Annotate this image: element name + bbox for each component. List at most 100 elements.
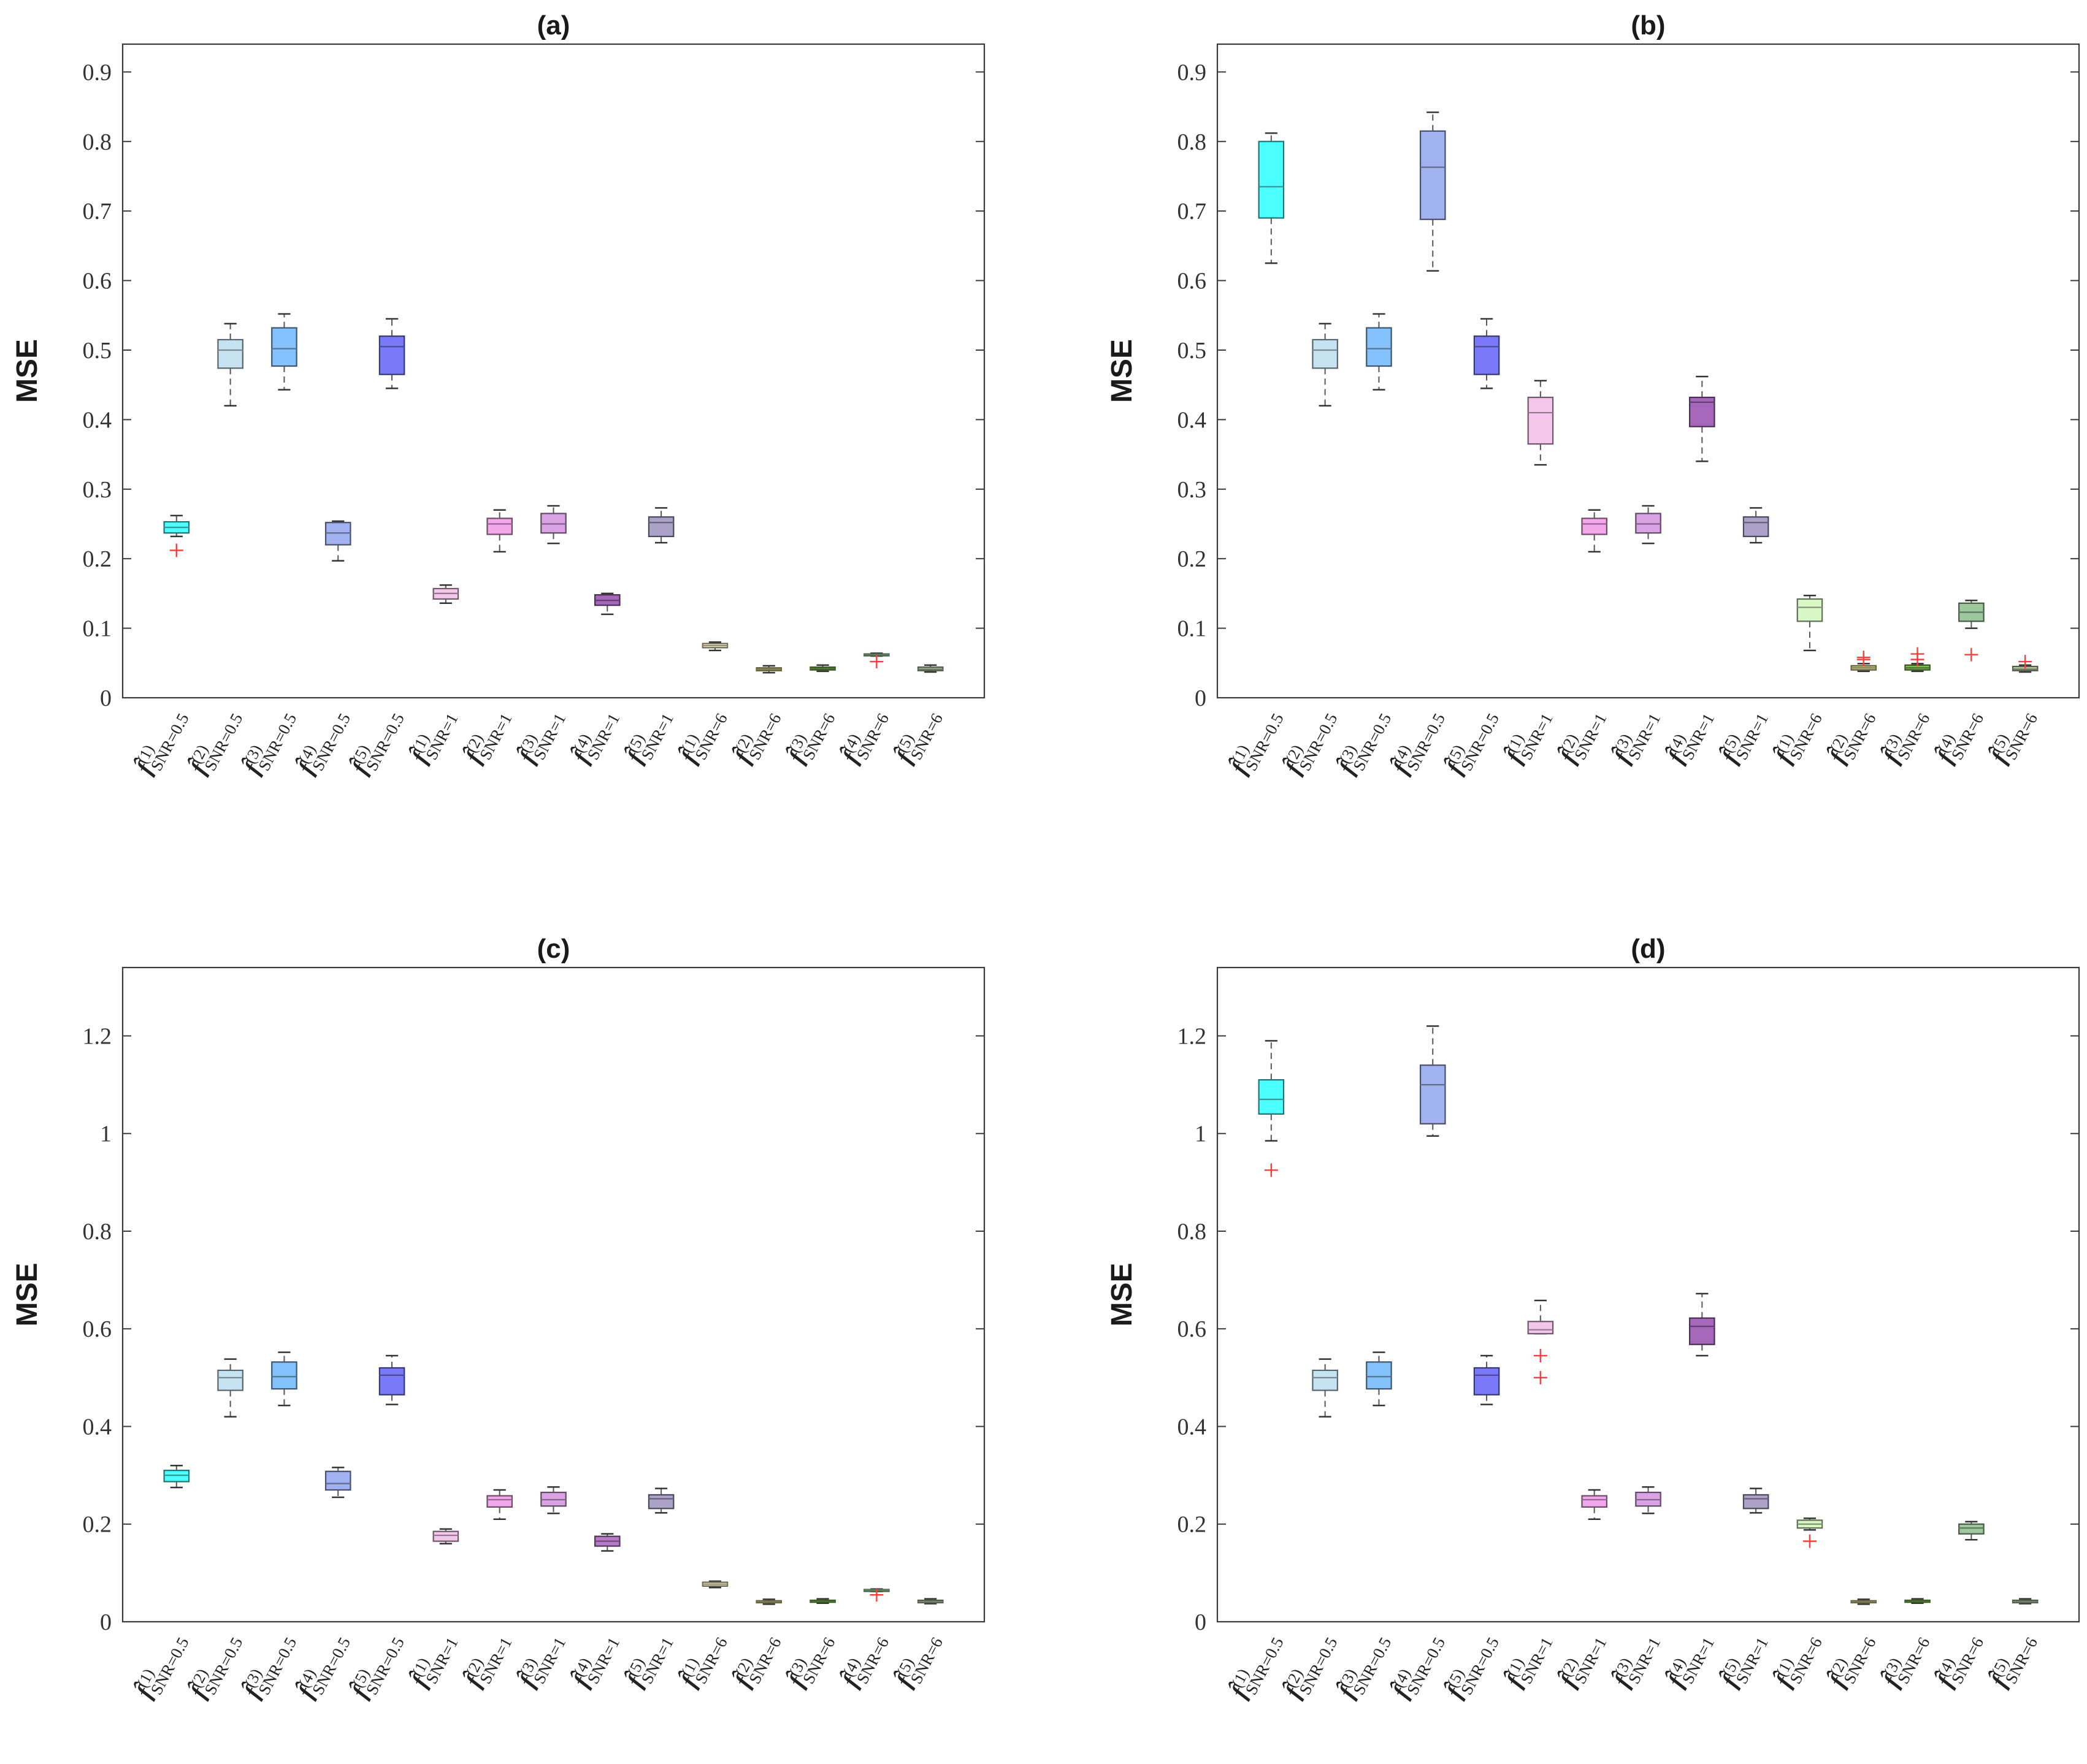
y-tick-label: 0.6 <box>1178 1316 1207 1342</box>
outlier-marker <box>2018 655 2032 669</box>
y-tick-label: 0.4 <box>1178 1414 1207 1440</box>
iqr-box <box>648 516 675 538</box>
box-3 <box>271 1351 297 1407</box>
panel-a: (a) MSE 0 0.1 0.2 0.3 0.4 0.5 0.6 0.7 0.8 0.9 f̂(1)S… <box>11 10 986 781</box>
x-tick-label: f̂(1)SNR=1 <box>1499 1627 1557 1694</box>
y-tick-label: 0.6 <box>1178 269 1207 294</box>
box-14 <box>1958 599 1985 662</box>
iqr-box <box>163 1470 190 1483</box>
y-tick-label: 0.3 <box>1178 477 1207 503</box>
iqr-box <box>271 327 297 367</box>
y-tick-label: 0.1 <box>1178 616 1207 642</box>
x-tick-label: f̂(5)SNR=0.5 <box>1440 1627 1503 1705</box>
box-10 <box>648 1487 675 1514</box>
iqr-box <box>1742 1494 1769 1510</box>
x-tick-label: f̂(5)SNR=6 <box>1984 1627 2041 1694</box>
iqr-box <box>1366 1361 1392 1390</box>
x-tick-label: f̂(1)SNR=1 <box>405 703 462 770</box>
x-tick-label: f̂(4)SNR=6 <box>1930 1627 1987 1694</box>
y-tick-label: 0.5 <box>83 338 112 364</box>
y-tick-label: 0 <box>1195 1609 1206 1635</box>
x-tick-label: f̂(2)SNR=0.5 <box>183 703 246 781</box>
y-tick-label: 1 <box>100 1121 112 1147</box>
iqr-box <box>1366 327 1392 367</box>
x-tick-label: f̂(1)SNR=6 <box>674 1627 731 1694</box>
box-6 <box>432 584 459 605</box>
x-tick-label: f̂(4)SNR=0.5 <box>1386 1627 1449 1705</box>
box-10 <box>1742 507 1769 544</box>
outlier-marker <box>870 1588 884 1602</box>
box-10 <box>648 507 675 544</box>
box-11 <box>702 1580 729 1589</box>
outlier-marker <box>1533 1349 1547 1363</box>
outlier-marker <box>1533 1370 1547 1384</box>
x-tick-label: f̂(3)SNR=6 <box>1877 1627 1934 1694</box>
box-14 <box>864 652 890 669</box>
x-tick-label: f̂(3)SNR=0.5 <box>237 1627 300 1705</box>
y-tick-label: 0.5 <box>1178 338 1207 364</box>
y-tick-label: 0.6 <box>83 1316 112 1342</box>
x-tick-label: f̂(2)SNR=1 <box>1553 1627 1610 1694</box>
y-tick-label: 0.4 <box>1178 407 1207 433</box>
outlier-marker <box>1964 647 1978 662</box>
outlier-marker <box>1264 1163 1278 1177</box>
box-6 <box>432 1528 459 1544</box>
x-tick-label: f̂(5)SNR=6 <box>889 703 946 770</box>
box-7 <box>486 1489 513 1521</box>
box-12 <box>1850 1598 1877 1605</box>
y-tick-label: 0.7 <box>83 199 112 224</box>
x-tick-label: f̂(2)SNR=1 <box>459 1627 516 1694</box>
iqr-box <box>1689 1317 1715 1345</box>
box-6 <box>1527 380 1554 466</box>
iqr-box <box>1473 1367 1500 1396</box>
y-tick-label: 0.8 <box>83 129 112 155</box>
axes-frame <box>1216 966 2080 1623</box>
box-1 <box>163 514 190 557</box>
box-5 <box>1473 1354 1500 1405</box>
axes-frame <box>121 966 986 1623</box>
box-9 <box>594 592 621 616</box>
x-tick-label: f̂(3)SNR=1 <box>1607 1627 1664 1694</box>
iqr-box <box>217 1369 243 1391</box>
x-tick-label: f̂(2)SNR=1 <box>459 703 516 770</box>
x-tick-label: f̂(5)SNR=6 <box>889 1627 946 1694</box>
box-15 <box>2012 655 2039 673</box>
chart-title: (a) <box>537 10 570 40</box>
box-12 <box>756 1598 783 1605</box>
iqr-box <box>324 1470 351 1491</box>
iqr-box <box>648 1494 675 1510</box>
y-tick-label: 0.2 <box>1178 1512 1207 1538</box>
chart-title: (b) <box>1631 10 1665 40</box>
x-tick-label: f̂(1)SNR=0.5 <box>1224 703 1287 781</box>
iqr-box <box>1635 513 1661 534</box>
y-tick-label: 1.2 <box>83 1023 112 1049</box>
x-tick-label: f̂(4)SNR=1 <box>566 703 623 770</box>
iqr-box <box>1312 1369 1338 1391</box>
box-6 <box>1527 1299 1554 1384</box>
box-4 <box>324 520 351 562</box>
iqr-box <box>217 338 243 369</box>
iqr-box <box>1958 1523 1985 1535</box>
x-tick-label: f̂(5)SNR=0.5 <box>345 703 408 781</box>
axes-frame <box>121 43 986 699</box>
y-tick-label: 0.8 <box>1178 129 1207 155</box>
y-tick-label: 0 <box>100 685 112 711</box>
iqr-box <box>432 1530 459 1542</box>
iqr-box <box>486 1495 513 1508</box>
x-tick-label: f̂(1)SNR=0.5 <box>1224 1627 1287 1705</box>
iqr-box <box>540 513 567 534</box>
box-3 <box>271 313 297 391</box>
box-12 <box>756 665 783 674</box>
panel-c: (c)MSE00.20.40.60.811.2f̂(1)SNR=0.5f̂(2)… <box>11 934 986 1705</box>
iqr-box <box>486 517 513 535</box>
iqr-box <box>1527 396 1554 445</box>
iqr-box <box>1258 140 1285 219</box>
box-4 <box>324 1467 351 1499</box>
x-tick-label: f̂(2)SNR=1 <box>1553 703 1610 770</box>
x-tick-label: f̂(5)SNR=1 <box>620 703 677 770</box>
box-9 <box>594 1533 621 1552</box>
y-tick-label: 0 <box>100 1609 112 1635</box>
outlier-marker <box>1856 651 1871 665</box>
y-tick-label: 0.9 <box>83 59 112 85</box>
